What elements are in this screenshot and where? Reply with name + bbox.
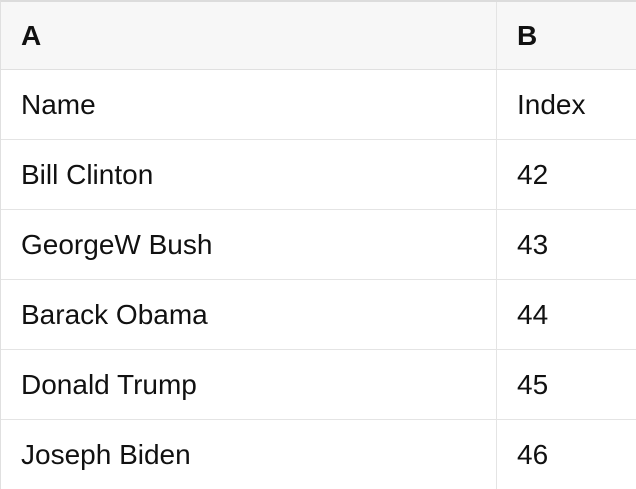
column-header-a[interactable]: A	[1, 2, 497, 69]
header-row: A B	[1, 2, 636, 70]
cell-b-5[interactable]: 46	[517, 438, 549, 470]
cell-a-1[interactable]: Bill Clinton	[1, 140, 497, 209]
table-row: Name Index	[1, 70, 636, 140]
cell-b-4[interactable]: 45	[517, 368, 549, 400]
table-body: Name Index Bill Clinton 42 GeorgeW Bush 43 Bar…	[1, 70, 636, 489]
table-row: Barack Obama 44	[1, 280, 636, 350]
table-row: Joseph Biden 46	[1, 420, 636, 489]
cell-a-4[interactable]: Donald Trump	[1, 350, 497, 419]
cell-a-3[interactable]: Barack Obama	[1, 280, 497, 349]
column-header-b[interactable]: B	[517, 19, 538, 51]
cell-a-0[interactable]: Name	[1, 70, 497, 139]
cell-a-2[interactable]: GeorgeW Bush	[1, 210, 497, 279]
cell-a-5[interactable]: Joseph Biden	[1, 420, 497, 489]
table-row: Donald Trump 45	[1, 350, 636, 420]
cell-b-1[interactable]: 42	[517, 158, 549, 190]
table-row: Bill Clinton 42	[1, 140, 636, 210]
cell-b-0[interactable]: Index	[517, 88, 586, 120]
cell-b-2[interactable]: 43	[517, 228, 549, 260]
table-row: GeorgeW Bush 43	[1, 210, 636, 280]
cell-b-3[interactable]: 44	[517, 298, 549, 330]
